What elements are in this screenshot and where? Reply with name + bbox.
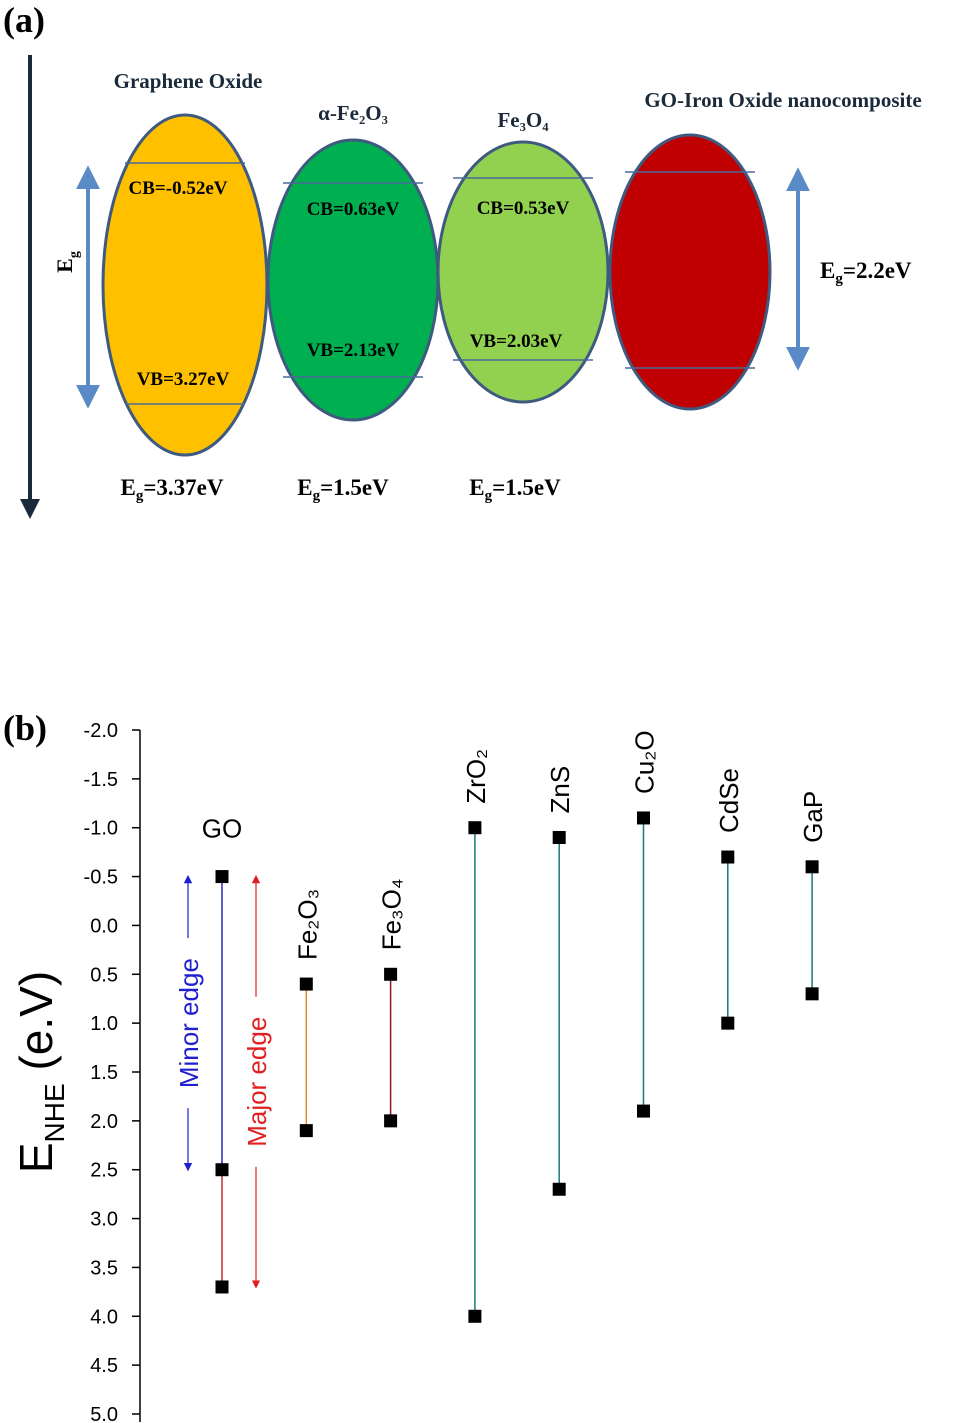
- y-tick-label: 2.5: [90, 1160, 118, 1182]
- y-tick-label: 1.0: [90, 1013, 118, 1035]
- category-label: GaP: [798, 791, 828, 843]
- panel-label: (a): [3, 0, 45, 40]
- y-tick-label: -1.5: [84, 769, 118, 791]
- marker: [215, 870, 229, 884]
- y-tick-label: 4.0: [90, 1306, 118, 1328]
- ellipse: [436, 140, 610, 404]
- marker: [299, 1124, 313, 1138]
- eg-label: Eg=3.37eV: [120, 475, 223, 504]
- annotation: Minor edge: [174, 958, 204, 1088]
- marker: [215, 1163, 229, 1177]
- material-name: Fe₃O₄: [497, 108, 549, 132]
- category-label: ZrO₂: [461, 749, 491, 804]
- eg-main: E: [52, 258, 77, 273]
- marker: [384, 967, 398, 981]
- vb-label: VB=2.03eV: [470, 331, 563, 352]
- marker: [805, 987, 819, 1001]
- y-tick-label: 1.5: [90, 1062, 118, 1084]
- marker: [637, 811, 650, 825]
- y-tick-label: 4.5: [90, 1355, 118, 1377]
- y-tick-label: -1.0: [84, 818, 118, 840]
- y-tick-label: -0.5: [84, 867, 118, 889]
- eg-label: Eg=1.5eV: [469, 475, 561, 504]
- marker: [468, 821, 482, 835]
- category-label: CdSe: [714, 768, 744, 833]
- material-name: α-Fe₂O₃: [318, 101, 388, 125]
- plot: -2.0 -1.5 -1.0 -0.5 0.0 0.5 1.0 1.5 2.0 2.5 3.0 3.5…: [84, 720, 829, 1423]
- panel-label: (b): [3, 708, 47, 748]
- material-name: Graphene Oxide: [114, 69, 263, 93]
- marker: [468, 1309, 482, 1323]
- panel-a: (a) Eg Graphene Oxide α-Fe₂O₃ Fe₃O₄ GO-I…: [3, 0, 922, 519]
- marker: [805, 860, 819, 874]
- category-label: Fe₂O₃: [292, 889, 322, 960]
- eg-label: Eg=1.5eV: [297, 475, 389, 504]
- y-tick-label: 0.5: [90, 964, 118, 986]
- y-tick-label: 0.0: [90, 915, 118, 937]
- ellipse: [266, 138, 440, 422]
- cb-label: CB=0.53eV: [477, 198, 570, 219]
- y-tick-label: 3.0: [90, 1209, 118, 1231]
- cb-label: CB=0.63eV: [307, 199, 400, 220]
- eg-axis-label: Eg: [52, 251, 82, 273]
- cb-label: CB=-0.52eV: [129, 178, 228, 199]
- y-tick-label: 5.0: [90, 1404, 118, 1423]
- marker: [721, 1016, 735, 1030]
- y-tick-label: 3.5: [90, 1257, 118, 1279]
- annotation: Major edge: [242, 1017, 272, 1147]
- material-name: GO-Iron Oxide nanocomposite: [644, 88, 921, 112]
- vb-label: VB=3.27eV: [137, 369, 230, 390]
- y-tick-label: -2.0: [84, 720, 118, 742]
- category-label: Cu₂O: [630, 730, 660, 794]
- band-lines: [125, 162, 755, 405]
- category-label: Fe₃O₄: [377, 879, 407, 951]
- vb-label: VB=2.13eV: [307, 340, 400, 361]
- category-label: ZnS: [545, 766, 575, 814]
- category-label: GO: [202, 814, 242, 844]
- marker: [637, 1104, 650, 1118]
- eg-sub: g: [67, 251, 82, 258]
- marker: [215, 1280, 229, 1294]
- marker: [552, 830, 566, 844]
- ellipse: [608, 133, 772, 411]
- eg-label: Eg=2.2eV: [820, 258, 912, 287]
- y-axis-label: ENHE (e.V): [10, 971, 70, 1173]
- y-tick-label: 2.0: [90, 1111, 118, 1133]
- marker: [384, 1114, 398, 1128]
- marker: [299, 977, 313, 991]
- marker: [552, 1182, 566, 1196]
- marker: [721, 850, 735, 864]
